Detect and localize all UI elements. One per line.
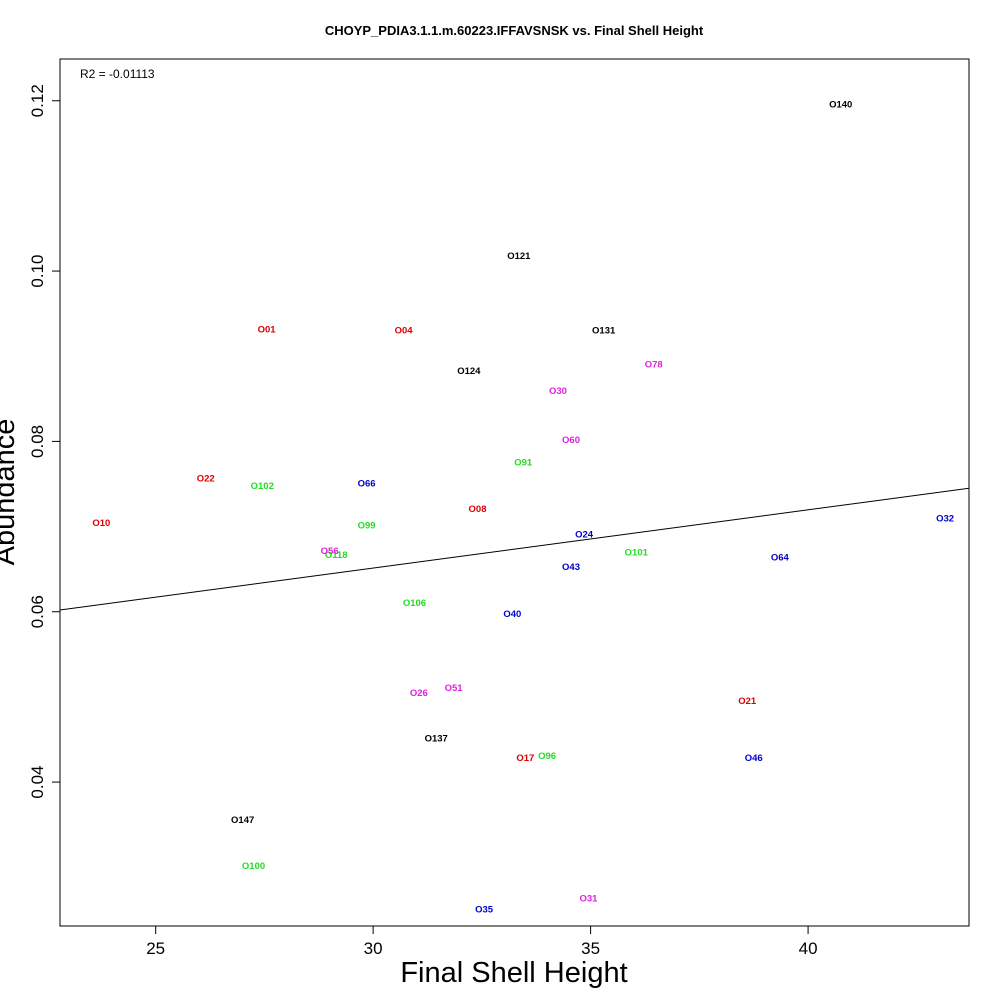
y-tick-label: 0.06 bbox=[28, 595, 47, 628]
y-axis-label: Abundance bbox=[0, 419, 21, 566]
data-point-o35: O35 bbox=[475, 904, 494, 915]
plot-frame bbox=[59, 58, 970, 927]
data-point-o99: O99 bbox=[358, 520, 376, 531]
data-point-o60: O60 bbox=[562, 435, 580, 446]
y-axis: 0.04 0.06 0.08 0.10 0.12 bbox=[28, 84, 60, 799]
regression-line bbox=[59, 487, 970, 611]
data-point-o101: O101 bbox=[625, 548, 649, 559]
data-point-o01: O01 bbox=[258, 324, 277, 335]
data-point-o17: O17 bbox=[516, 753, 534, 764]
data-point-o96: O96 bbox=[538, 751, 556, 762]
y-tick-label: 0.04 bbox=[28, 766, 47, 799]
y-tick-label: 0.12 bbox=[28, 84, 47, 117]
data-point-o04: O04 bbox=[395, 325, 414, 336]
x-tick-label: 30 bbox=[364, 939, 383, 958]
data-point-o40: O40 bbox=[503, 609, 521, 620]
data-point-o78: O78 bbox=[645, 359, 663, 370]
x-axis: 25 30 35 40 bbox=[146, 926, 818, 958]
x-tick-label: 35 bbox=[581, 939, 600, 958]
data-point-o137: O137 bbox=[425, 733, 448, 744]
data-point-o43: O43 bbox=[562, 562, 580, 573]
data-point-o24: O24 bbox=[575, 530, 594, 541]
data-point-o30: O30 bbox=[549, 386, 567, 397]
data-point-o66: O66 bbox=[358, 479, 376, 490]
x-tick-label: 40 bbox=[799, 939, 818, 958]
data-point-o26: O26 bbox=[410, 688, 428, 699]
data-point-o64: O64 bbox=[771, 553, 790, 564]
chart-title: CHOYP_PDIA3.1.1.m.60223.IFFAVSNSK vs. Fi… bbox=[325, 23, 704, 38]
data-point-o21: O21 bbox=[738, 696, 757, 707]
r2-annotation: R2 = -0.01113 bbox=[80, 67, 155, 81]
data-point-o10: O10 bbox=[92, 518, 110, 529]
data-point-o100: O100 bbox=[242, 861, 265, 872]
data-point-o08: O08 bbox=[469, 504, 487, 515]
data-point-o131: O131 bbox=[592, 325, 616, 336]
x-tick-label: 25 bbox=[146, 939, 165, 958]
data-point-o140: O140 bbox=[829, 100, 852, 111]
y-tick-label: 0.10 bbox=[28, 255, 47, 288]
data-point-o106: O106 bbox=[403, 598, 426, 609]
data-point-o91: O91 bbox=[514, 457, 533, 468]
data-point-o32: O32 bbox=[936, 514, 954, 525]
data-point-o121: O121 bbox=[507, 251, 531, 262]
data-point-o147: O147 bbox=[231, 815, 254, 826]
x-axis-label: Final Shell Height bbox=[400, 957, 627, 989]
data-point-o118: O118 bbox=[325, 550, 348, 561]
data-point-o22: O22 bbox=[197, 474, 215, 485]
data-point-o102: O102 bbox=[251, 481, 274, 492]
data-point-o31: O31 bbox=[579, 893, 598, 904]
data-point-o51: O51 bbox=[445, 683, 464, 694]
y-tick-label: 0.08 bbox=[28, 425, 47, 458]
data-point-o46: O46 bbox=[745, 753, 763, 764]
data-point-o124: O124 bbox=[457, 366, 481, 377]
data-point-o56: O56 bbox=[321, 546, 339, 557]
data-points: O140 O121 O131 O124 O137 O147 O01 O04 O22 O10 O08 O… bbox=[92, 100, 954, 916]
